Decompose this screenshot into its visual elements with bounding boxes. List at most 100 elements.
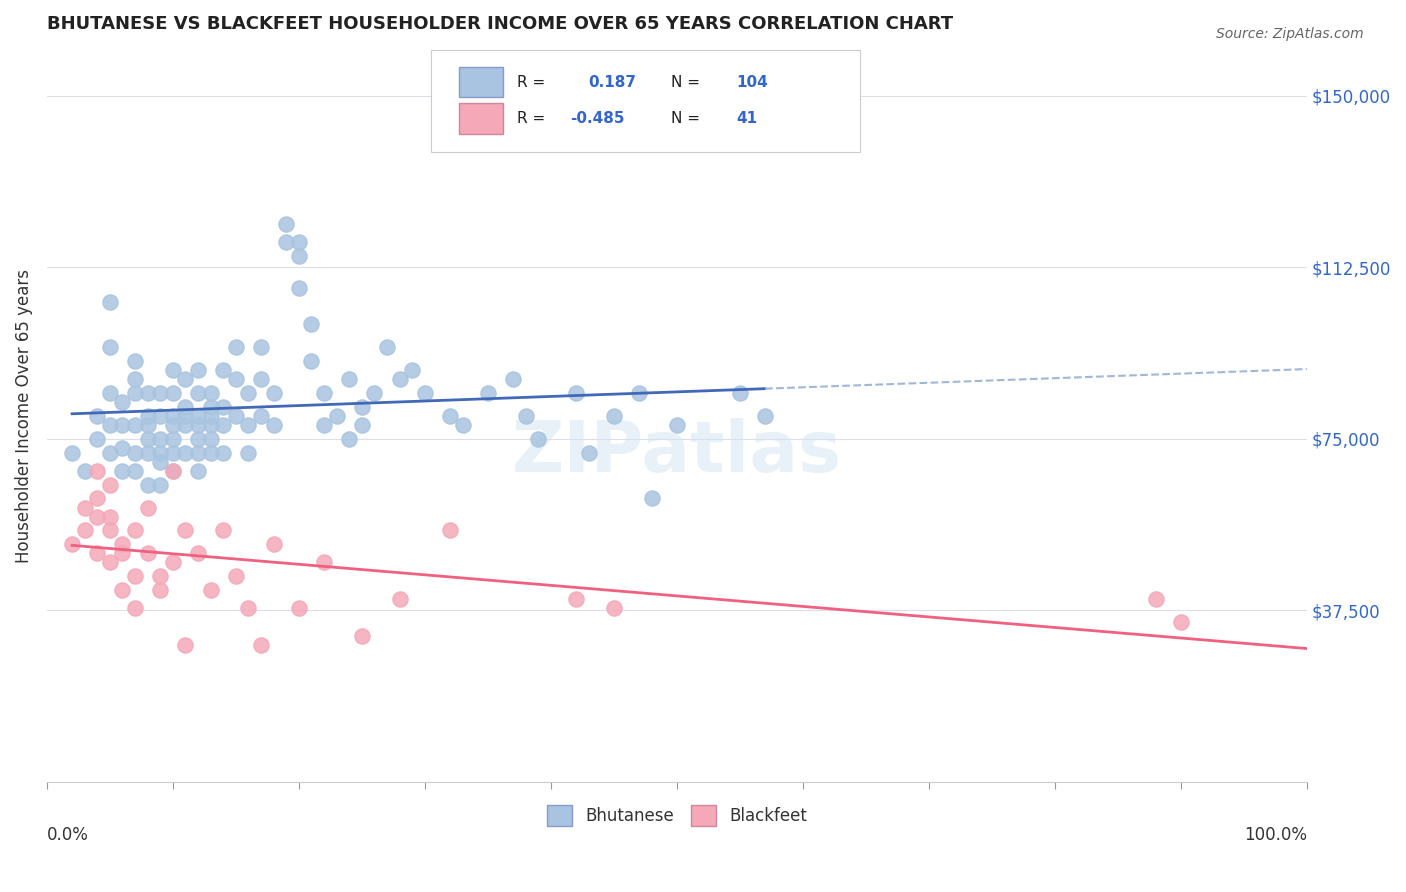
Point <box>225 409 247 423</box>
Point <box>60 537 83 551</box>
Point <box>200 582 222 597</box>
Point <box>98 509 121 524</box>
Point <box>111 395 134 409</box>
Point <box>98 340 121 354</box>
Point <box>312 418 335 433</box>
Point <box>111 582 134 597</box>
Point <box>124 418 146 433</box>
Point <box>187 546 209 560</box>
Point <box>200 432 222 446</box>
Point <box>136 500 159 515</box>
Point <box>149 569 172 583</box>
Point <box>250 372 273 386</box>
FancyBboxPatch shape <box>458 103 503 134</box>
Point <box>603 409 626 423</box>
Point <box>238 386 260 401</box>
Text: 0.0%: 0.0% <box>46 826 89 844</box>
Point <box>149 455 172 469</box>
Point <box>124 372 146 386</box>
Point <box>375 340 398 354</box>
Point <box>162 464 184 478</box>
Point <box>200 400 222 414</box>
Point <box>225 372 247 386</box>
Point <box>187 464 209 478</box>
FancyBboxPatch shape <box>432 50 859 153</box>
Point <box>162 386 184 401</box>
Point <box>149 582 172 597</box>
Point <box>238 445 260 459</box>
Point <box>276 217 298 231</box>
Point <box>187 432 209 446</box>
Point <box>86 432 108 446</box>
Point <box>515 409 537 423</box>
Point <box>162 363 184 377</box>
Point <box>111 418 134 433</box>
Y-axis label: Householder Income Over 65 years: Householder Income Over 65 years <box>15 269 32 563</box>
Point <box>136 445 159 459</box>
Point <box>136 546 159 560</box>
Point <box>350 418 373 433</box>
Point <box>187 386 209 401</box>
Point <box>149 445 172 459</box>
Point <box>136 477 159 491</box>
Point <box>187 409 209 423</box>
Point <box>250 409 273 423</box>
Point <box>149 432 172 446</box>
Point <box>162 556 184 570</box>
Point <box>73 464 96 478</box>
Point <box>124 569 146 583</box>
Point <box>337 432 360 446</box>
Point <box>86 546 108 560</box>
Point <box>200 418 222 433</box>
Text: N =: N = <box>671 112 700 126</box>
Point <box>325 409 347 423</box>
Point <box>276 235 298 249</box>
Point <box>263 418 285 433</box>
Text: 41: 41 <box>735 112 758 126</box>
Point <box>628 386 651 401</box>
Point <box>212 418 235 433</box>
Text: BHUTANESE VS BLACKFEET HOUSEHOLDER INCOME OVER 65 YEARS CORRELATION CHART: BHUTANESE VS BLACKFEET HOUSEHOLDER INCOM… <box>46 15 953 33</box>
Point <box>200 445 222 459</box>
Point <box>98 556 121 570</box>
Point <box>187 445 209 459</box>
Point <box>388 592 411 607</box>
Point <box>98 386 121 401</box>
Point <box>288 249 311 263</box>
Point <box>98 524 121 538</box>
Point <box>73 500 96 515</box>
Point <box>124 464 146 478</box>
Point <box>111 546 134 560</box>
Point <box>388 372 411 386</box>
Point <box>502 372 524 386</box>
Point <box>337 372 360 386</box>
Point <box>413 386 436 401</box>
Point <box>136 418 159 433</box>
Point <box>149 477 172 491</box>
Point <box>565 386 588 401</box>
Point <box>527 432 550 446</box>
Point <box>187 363 209 377</box>
Point <box>86 491 108 506</box>
Point <box>136 386 159 401</box>
Text: Source: ZipAtlas.com: Source: ZipAtlas.com <box>1216 27 1364 41</box>
Point <box>238 601 260 615</box>
Point <box>174 524 197 538</box>
Text: 0.187: 0.187 <box>589 75 637 89</box>
Point <box>312 556 335 570</box>
Point <box>174 638 197 652</box>
Point <box>603 601 626 615</box>
Point <box>225 569 247 583</box>
Point <box>174 409 197 423</box>
Point <box>111 464 134 478</box>
Point <box>86 509 108 524</box>
Point <box>174 372 197 386</box>
Point <box>212 445 235 459</box>
Point <box>136 409 159 423</box>
Point <box>578 445 600 459</box>
Text: -0.485: -0.485 <box>569 112 624 126</box>
Point <box>1170 615 1192 629</box>
Point <box>754 409 776 423</box>
Point <box>477 386 499 401</box>
Point <box>288 601 311 615</box>
